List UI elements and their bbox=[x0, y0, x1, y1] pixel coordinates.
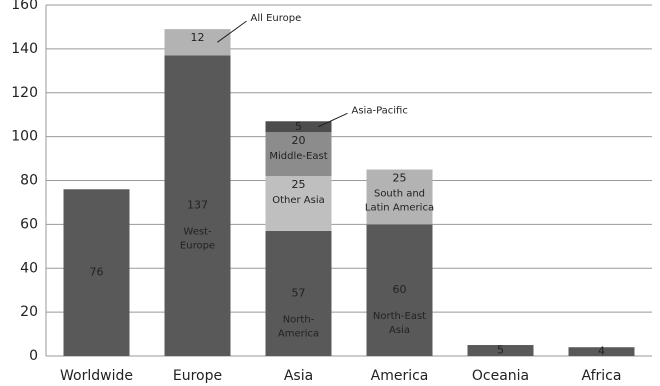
segment-label: West- bbox=[183, 227, 212, 238]
bar-segment bbox=[366, 169, 433, 225]
y-tick-label: 100 bbox=[11, 129, 38, 145]
value-label: 137 bbox=[187, 199, 208, 212]
value-label: 5 bbox=[497, 344, 504, 357]
segment-label: North-East bbox=[373, 311, 426, 322]
value-label: 57 bbox=[292, 286, 306, 299]
y-tick-label: 80 bbox=[20, 173, 38, 189]
callout-label: All Europe bbox=[251, 13, 302, 24]
segment-label: South and bbox=[374, 189, 425, 200]
bar-segment bbox=[366, 224, 433, 356]
segment-label: North- bbox=[283, 314, 315, 325]
value-label: 12 bbox=[191, 31, 205, 44]
value-label: 5 bbox=[295, 120, 302, 133]
y-tick-label: 0 bbox=[29, 348, 38, 364]
bar-segment bbox=[265, 176, 332, 231]
y-tick-label: 20 bbox=[20, 304, 38, 320]
x-tick-label: America bbox=[371, 368, 429, 384]
bar-segment bbox=[265, 230, 332, 356]
y-tick-label: 120 bbox=[11, 85, 38, 101]
callout-line bbox=[318, 112, 348, 128]
y-tick-label: 40 bbox=[20, 260, 38, 276]
segment-label: Other Asia bbox=[272, 195, 325, 206]
segment-label: America bbox=[278, 328, 319, 339]
bar-segment bbox=[164, 55, 231, 357]
bar-segment bbox=[265, 121, 332, 133]
y-tick-label: 160 bbox=[11, 0, 38, 13]
value-label: 4 bbox=[598, 345, 605, 358]
y-tick-label: 60 bbox=[20, 216, 38, 232]
x-tick-label: Worldwide bbox=[60, 368, 133, 384]
value-label: 60 bbox=[393, 283, 407, 296]
callout-line bbox=[217, 20, 247, 43]
bar-segment bbox=[467, 345, 534, 356]
segment-label: Middle-East bbox=[269, 151, 327, 162]
value-label: 20 bbox=[292, 134, 306, 147]
x-tick-label: Asia bbox=[284, 368, 313, 384]
x-tick-label: Africa bbox=[582, 368, 622, 384]
value-label: 25 bbox=[393, 172, 407, 185]
callout-label: Asia-Pacific bbox=[352, 105, 408, 116]
bar-segment bbox=[63, 189, 130, 356]
bar-segment bbox=[265, 132, 332, 177]
x-tick-label: Oceania bbox=[472, 368, 529, 384]
segment-label: Europe bbox=[180, 241, 215, 252]
value-label: 76 bbox=[90, 266, 104, 279]
segment-label: Asia bbox=[389, 325, 410, 336]
value-label: 25 bbox=[292, 178, 306, 191]
segment-label: Latin America bbox=[365, 203, 434, 214]
x-tick-label: Europe bbox=[173, 368, 222, 384]
bar-segment bbox=[164, 29, 231, 56]
bar-segment bbox=[568, 347, 635, 356]
y-tick-label: 140 bbox=[11, 41, 38, 57]
